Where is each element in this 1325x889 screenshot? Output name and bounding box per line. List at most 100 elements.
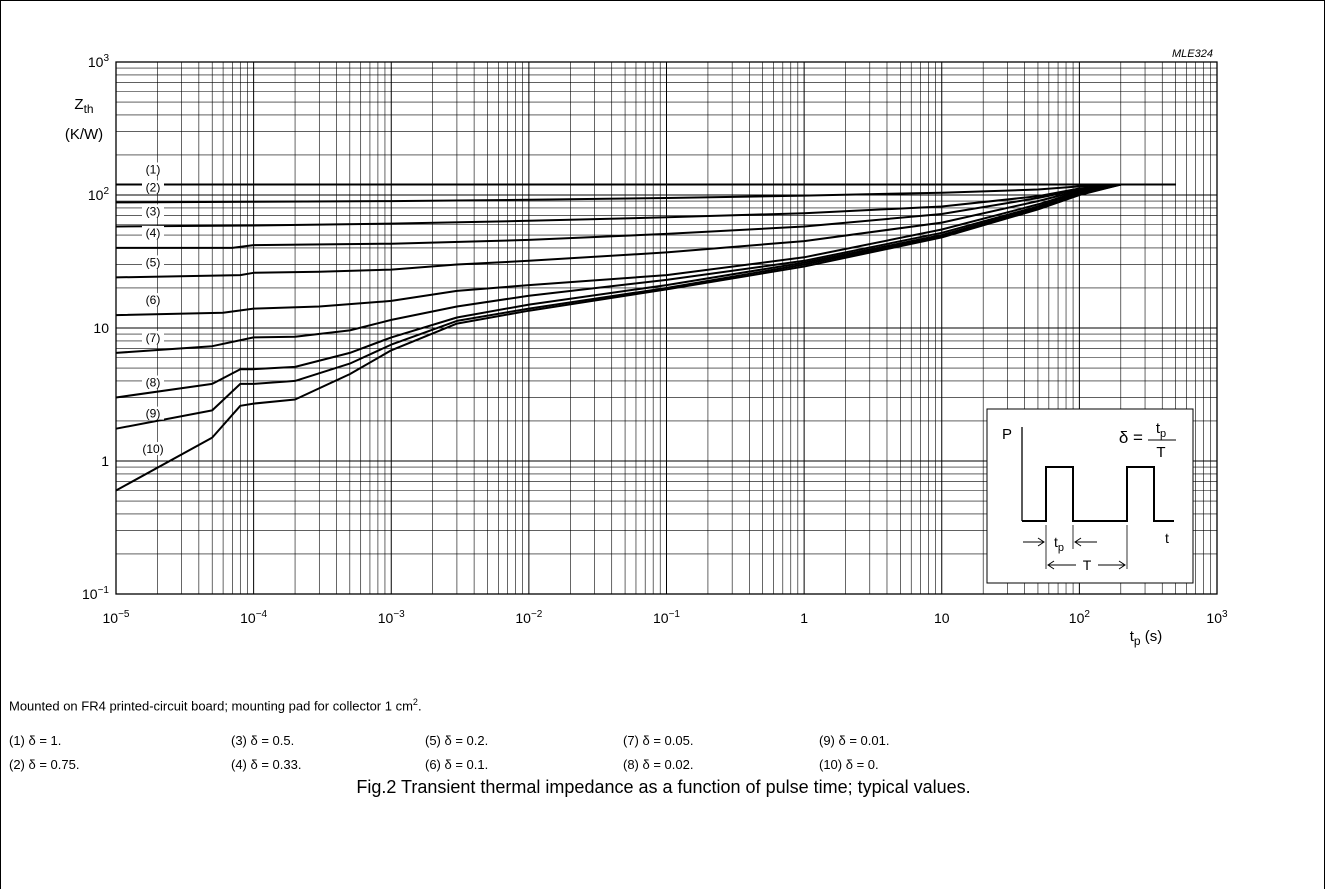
- inset-pulse-wave: [1022, 466, 1174, 522]
- x-tick-base: 10: [653, 610, 669, 626]
- x-axis-label: tp (s): [1130, 628, 1163, 648]
- y-tick-exp: 2: [103, 186, 109, 197]
- legend-item-4: (4) δ = 0.33.: [231, 757, 302, 772]
- y-tick-base: 10: [88, 187, 104, 203]
- chart: 10−5 10−4 10−3 10−2 10−1 1 10 102 10310−11101021…: [65, 48, 1228, 648]
- curve-label-bg: [142, 255, 164, 269]
- y-tick-label: 103: [88, 53, 110, 70]
- x-tick-label: 10: [934, 610, 950, 626]
- x-tick-label: 10−2: [515, 609, 542, 626]
- x-tick-base: 10: [1069, 610, 1085, 626]
- mounting-note: Mounted on FR4 printed-circuit board; mo…: [9, 697, 422, 713]
- curve-label-bg: [142, 375, 164, 389]
- inset-box: [986, 408, 1194, 584]
- inset-tp-arrow-right: [1074, 537, 1097, 547]
- inset-frac-num-main: t: [1156, 420, 1161, 437]
- inset-delta-label: δ =: [1119, 428, 1143, 447]
- legend-item-8: (8) δ = 0.02.: [623, 757, 694, 772]
- x-tick-exp: −3: [393, 609, 405, 620]
- curve-label-bg: [142, 225, 164, 239]
- x-axis-label-unit: (s): [1141, 628, 1163, 645]
- curve-label-bg: [142, 180, 164, 194]
- y-tick-base: 10: [93, 320, 109, 336]
- curve-label-bg: [142, 330, 164, 344]
- curve-label-text: (2): [146, 180, 161, 194]
- inset-frac-den-text: T: [1156, 444, 1165, 461]
- inset-period-text: T: [1083, 557, 1092, 573]
- y-tick-base: 1: [101, 453, 109, 469]
- curve-label-text: (10): [142, 442, 163, 456]
- x-tick-base: 10: [103, 610, 119, 626]
- x-tick-label: 10−1: [653, 609, 680, 626]
- series-line-9: [115, 183, 1176, 430]
- series-line-10: [115, 183, 1176, 492]
- legend-item-10: (10) δ = 0.: [819, 757, 879, 772]
- inset-p-label: P: [1002, 426, 1012, 443]
- curve-label-text: (8): [146, 376, 161, 390]
- curve-label-8: (8): [146, 376, 161, 390]
- y-axis-label-sub: th: [84, 102, 94, 116]
- series-line-2: [115, 183, 1176, 204]
- x-tick-label: 10−5: [103, 609, 130, 626]
- x-tick-base: 10: [240, 610, 256, 626]
- inset-T-arrow-right: [1098, 560, 1126, 570]
- curve-label-text: (3): [146, 204, 161, 218]
- inset-tp-arrow-left: [1023, 537, 1045, 547]
- series-line-7: [115, 183, 1176, 354]
- legend-item-1: (1) δ = 1.: [9, 733, 62, 748]
- curve-label-text: (6): [146, 293, 161, 307]
- x-axis-label-main: t: [1130, 628, 1135, 645]
- y-axis-unit-text: (K/W): [65, 126, 103, 143]
- curve-label-text: (5): [146, 255, 161, 269]
- x-tick-base: 10: [378, 610, 394, 626]
- curve-label-text: (1): [146, 162, 161, 176]
- inset-p-text: P: [1002, 426, 1012, 443]
- inset-T-arrow-left: [1047, 560, 1076, 570]
- curve-label-9: (9): [146, 407, 161, 421]
- curve-label-text: (4): [146, 226, 161, 240]
- x-tick-base: 10: [1206, 610, 1222, 626]
- inset-tp-sub: p: [1058, 542, 1064, 554]
- curve-label-bg: [142, 293, 164, 307]
- figure-caption: Fig.2 Transient thermal impedance as a f…: [356, 777, 971, 797]
- inset-tp-main: t: [1054, 534, 1058, 550]
- inset-delta-text: δ =: [1119, 428, 1143, 447]
- x-tick-exp: 2: [1084, 609, 1090, 620]
- curve-label-1: (1): [146, 162, 161, 176]
- curve-label-text: (7): [146, 331, 161, 345]
- x-tick-exp: −5: [118, 609, 130, 620]
- curve-label-bg: [142, 204, 164, 218]
- x-axis-label-sub: p: [1134, 634, 1141, 648]
- curve-label-5: (5): [146, 255, 161, 269]
- series-line-6: [115, 183, 1176, 317]
- y-tick-label: 10: [93, 320, 109, 336]
- plot-border: [115, 61, 1218, 595]
- x-tick-label: 10−3: [378, 609, 405, 626]
- y-tick-exp: −1: [98, 585, 110, 596]
- curve-label-2: (2): [146, 180, 161, 194]
- inset-t-text: t: [1165, 530, 1169, 546]
- y-axis-unit: (K/W): [65, 126, 103, 143]
- legend-item-5: (5) δ = 0.2.: [425, 733, 489, 748]
- figure-code-text: MLE324: [1172, 48, 1213, 60]
- y-tick-exp: 3: [103, 53, 109, 64]
- curve-label-4: (4): [146, 226, 161, 240]
- curve-label-6: (6): [146, 293, 161, 307]
- y-axis-label-main: Z: [74, 96, 83, 113]
- x-tick-label: 1: [800, 610, 808, 626]
- inset-frac-num: tp: [1156, 420, 1166, 440]
- inset-frac-den: T: [1156, 444, 1165, 461]
- legend-item-9: (9) δ = 0.01.: [819, 733, 890, 748]
- mounting-note-text: Mounted on FR4 printed-circuit board; mo…: [9, 698, 413, 714]
- inset-period-label: T: [1083, 557, 1092, 573]
- y-tick-base: 10: [82, 586, 98, 602]
- legend-item-3: (3) δ = 0.5.: [231, 733, 295, 748]
- figure-code: MLE324: [1172, 48, 1213, 60]
- inset-t-label: t: [1165, 530, 1169, 546]
- x-tick-label: 102: [1069, 609, 1091, 626]
- x-tick-base: 1: [800, 610, 808, 626]
- curve-label-7: (7): [146, 331, 161, 345]
- x-tick-exp: −1: [669, 609, 681, 620]
- curve-label-3: (3): [146, 204, 161, 218]
